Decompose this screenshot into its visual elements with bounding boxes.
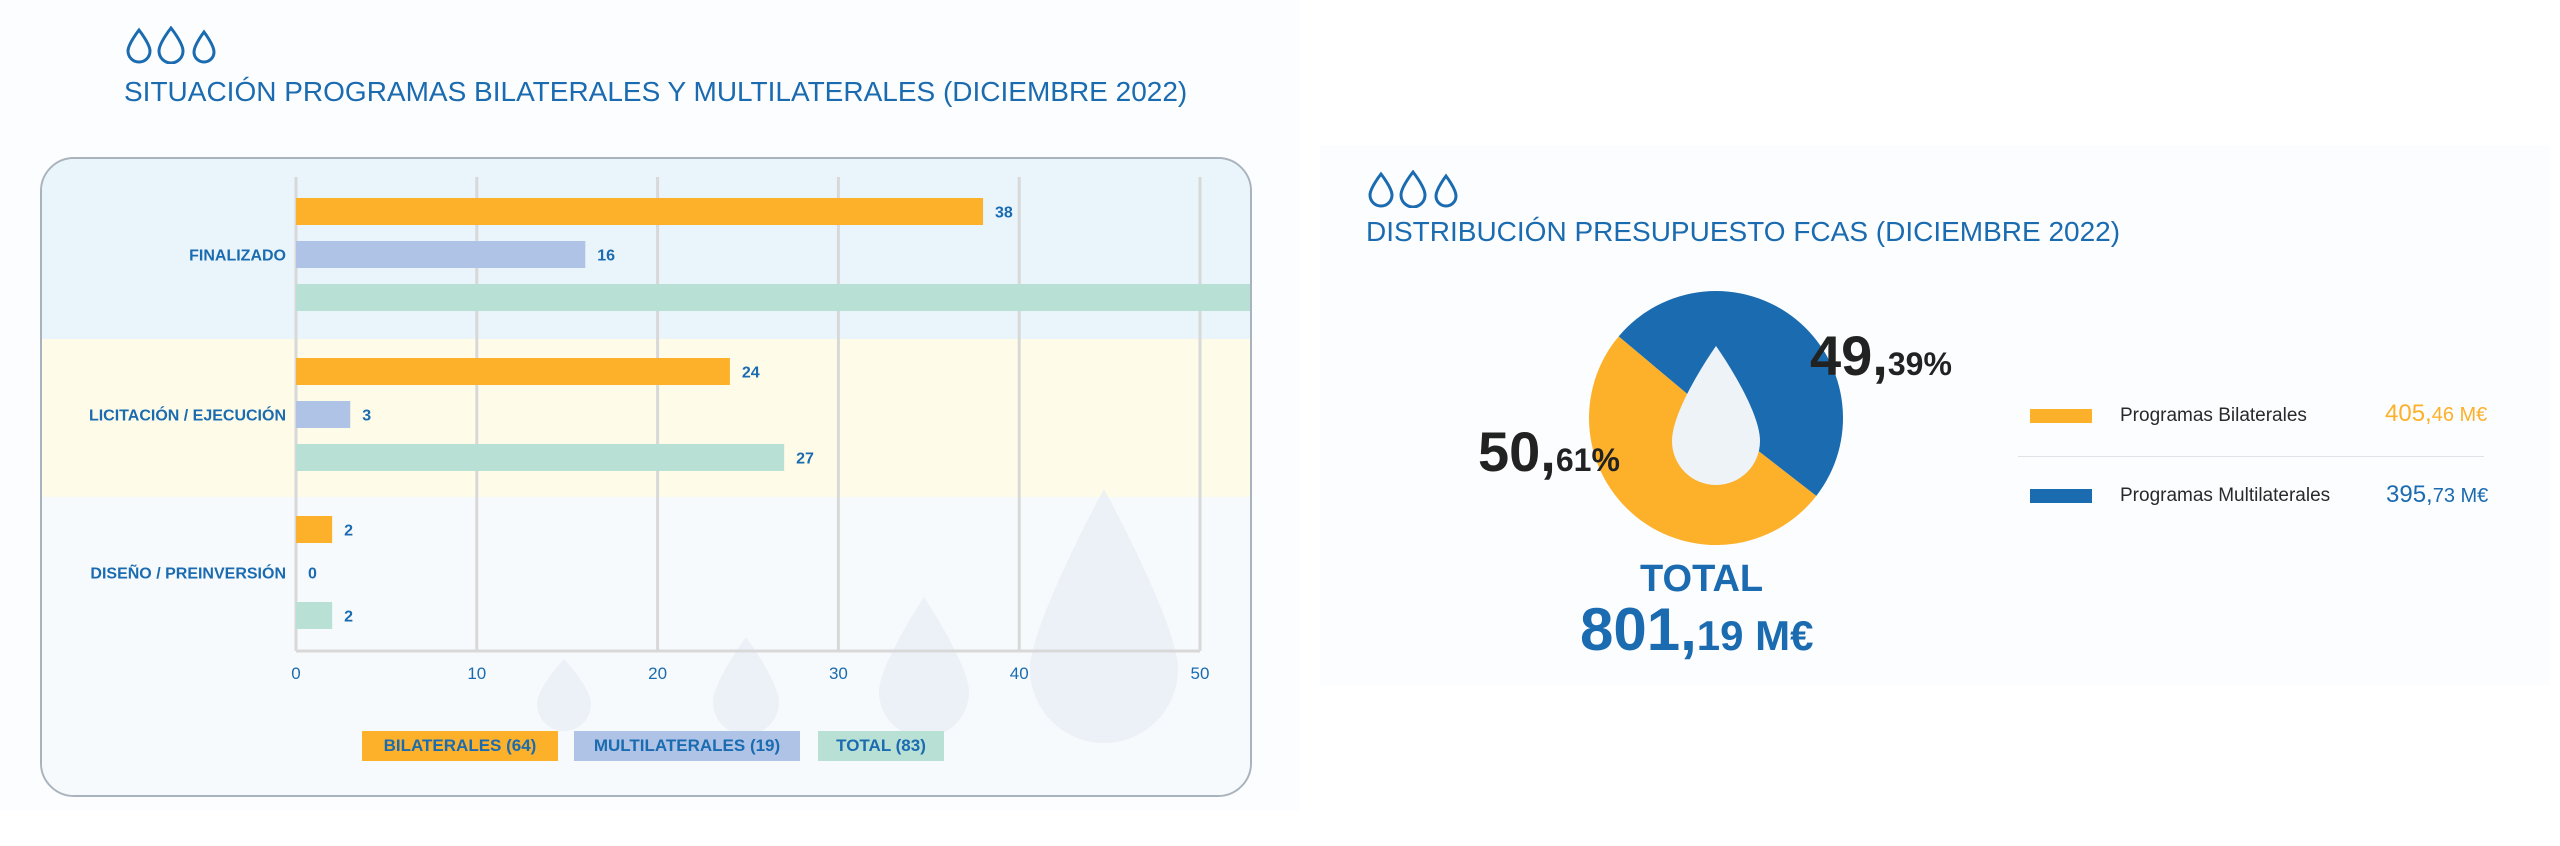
decorative-drop-icon [879, 597, 969, 737]
decorative-drop-icon [537, 659, 591, 731]
pie-label-multilateral: 49,39% [1810, 324, 1952, 387]
right-panel-background [1320, 145, 2550, 685]
pie-legend-amount-bilaterales: 405,46 M€ [2385, 400, 2488, 427]
bar-value-label: 27 [796, 451, 814, 468]
pie-legend-bilaterales: Programas Bilaterales [2030, 405, 2307, 427]
bar-value-label: 0 [308, 566, 317, 583]
category-label: FINALIZADO [189, 248, 286, 265]
bar [296, 444, 785, 471]
bar-chart-title: SITUACIÓN PROGRAMAS BILATERALES Y MULTIL… [124, 76, 1188, 107]
pie-legend-amount-multilaterales: 395,73 M€ [2386, 481, 2489, 508]
water-drops-icon-right [1366, 170, 1461, 208]
pie-legend-label: Programas Multilaterales [2120, 485, 2331, 506]
decorative-drop-icon [1030, 489, 1178, 743]
water-drops-icon [124, 26, 219, 64]
bar-value-label: 16 [597, 248, 615, 265]
total-label: TOTAL [1640, 558, 1764, 600]
category-label: DISEÑO / PREINVERSIÓN [90, 563, 286, 583]
x-tick-label: 20 [648, 664, 667, 683]
total-value: 801,19 M€ [1580, 596, 1814, 663]
bar [296, 358, 730, 385]
legend-total: TOTAL (83) [818, 731, 944, 761]
bar [296, 516, 333, 543]
x-tick-label: 10 [467, 664, 486, 683]
pie-label-bilateral: 50,61% [1478, 420, 1620, 483]
pie-center-drop [1672, 346, 1760, 485]
legend-divider [2018, 456, 2484, 457]
x-tick-label: 30 [829, 664, 848, 683]
category-label: LICITACIÓN / EJECUCIÓN [89, 406, 286, 425]
x-tick-label: 0 [291, 664, 300, 683]
decorative-drop-icon [713, 637, 779, 735]
bar [296, 602, 333, 629]
bar [296, 198, 984, 225]
bar [296, 241, 586, 268]
pie-chart-title: DISTRIBUCIÓN PRESUPUESTO FCAS (DICIEMBRE… [1366, 216, 2121, 247]
bar [296, 401, 351, 428]
bar [296, 284, 1250, 311]
legend-swatch-multilaterales [2030, 489, 2092, 503]
legend-multilaterales: MULTILATERALES (19) [574, 731, 800, 761]
x-tick-label: 50 [1191, 664, 1210, 683]
bar-value-label: 24 [742, 365, 760, 382]
bar-value-label: 2 [344, 609, 353, 626]
bar-value-label: 38 [995, 205, 1013, 222]
pie-legend-multilaterales: Programas Multilaterales [2030, 485, 2330, 507]
x-tick-label: 40 [1010, 664, 1029, 683]
legend-swatch-bilaterales [2030, 409, 2092, 423]
bar-value-label: 2 [344, 523, 353, 540]
pie-chart [1588, 291, 1843, 546]
bar-value-label: 3 [362, 408, 371, 425]
legend-bilaterales: BILATERALES (64) [362, 731, 558, 761]
pie-legend-label: Programas Bilaterales [2120, 405, 2307, 426]
